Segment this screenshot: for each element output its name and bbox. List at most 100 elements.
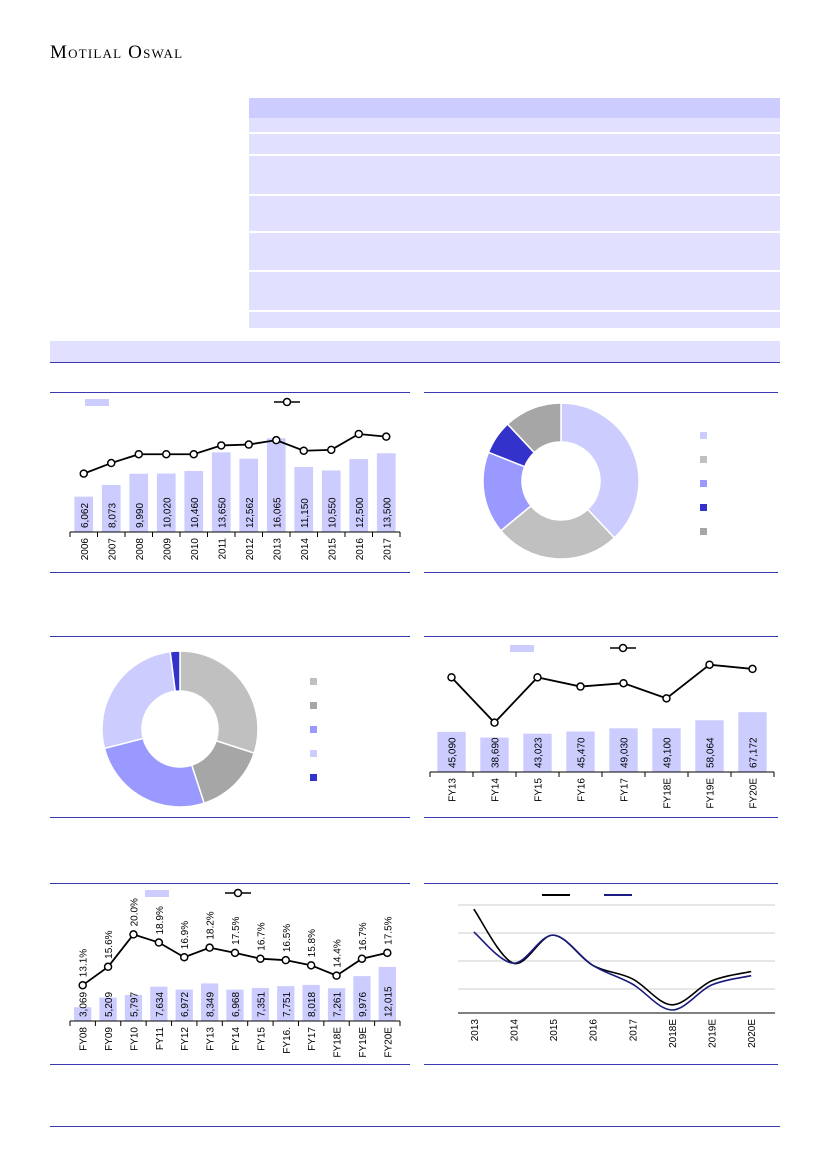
- line-point: [299, 446, 308, 455]
- legend-swatch: [310, 774, 317, 781]
- x-tick-label: FY12: [180, 1027, 191, 1051]
- bar-value-label: 12,500: [355, 497, 366, 528]
- bar-value-label: 7,634: [155, 992, 166, 1017]
- line-point: [490, 718, 499, 727]
- bar: [74, 496, 94, 532]
- x-tick-label: 2009: [162, 538, 173, 561]
- x-tick-label: 2013: [470, 1019, 481, 1042]
- line-point: [272, 435, 281, 445]
- line-value-label: 16.5%: [282, 924, 293, 952]
- x-tick-label: 2015: [549, 1019, 560, 1042]
- bar: [211, 452, 231, 532]
- x-tick-label: 2020E: [747, 1019, 758, 1048]
- bar: [566, 731, 595, 772]
- bar-value-label: 6,968: [231, 992, 242, 1017]
- x-tick-label: FY16.: [282, 1027, 293, 1054]
- x-tick-label: FY17: [307, 1027, 318, 1051]
- bar: [124, 994, 143, 1021]
- line-point: [705, 660, 714, 669]
- line-point: [354, 429, 363, 439]
- x-tick-label: 2014: [300, 538, 311, 561]
- x-tick-label: FY19E: [706, 778, 717, 809]
- bar: [327, 988, 346, 1021]
- bar: [437, 731, 466, 772]
- x-tick-label: FY11: [155, 1027, 166, 1051]
- bar: [251, 987, 270, 1021]
- bar-value-label: 45,470: [577, 737, 588, 768]
- line-point: [79, 469, 88, 478]
- x-tick-label: 2006: [80, 538, 91, 561]
- line-value-label: 16.7%: [358, 922, 369, 950]
- donut-slice: [101, 650, 177, 750]
- bar-value-label: 49,030: [620, 737, 631, 768]
- legend-bar-swatch: [85, 399, 109, 406]
- table-row: [249, 312, 780, 330]
- donut-slice: [179, 650, 259, 755]
- bar-value-label: 11,150: [300, 498, 311, 528]
- bar-value-label: 38,690: [491, 737, 502, 768]
- line-point: [383, 948, 392, 958]
- bar-value-label: 6,062: [80, 503, 91, 528]
- x-tick-label: 2011: [217, 538, 228, 560]
- bar: [239, 458, 259, 532]
- x-tick-label: FY18E: [663, 778, 674, 809]
- bar-value-label: 58,064: [706, 737, 717, 768]
- line-value-label: 18.2%: [206, 911, 217, 939]
- bar-value-label: 10,460: [190, 497, 201, 528]
- x-tick-label: 2017: [628, 1019, 639, 1042]
- bar-value-label: 5,209: [104, 992, 115, 1017]
- bar: [266, 438, 286, 532]
- x-tick-label: 2016: [355, 538, 366, 561]
- table-row: [249, 233, 780, 272]
- table-row: [249, 156, 780, 196]
- x-tick-label: FY20E: [749, 778, 760, 809]
- chart-bar-line-2006-2017: 6,062 8,073 9,990 10,020 10,460 13,650 12,562 1…: [69, 397, 401, 561]
- chart-donut-1: [482, 402, 707, 560]
- legend-swatch: [700, 504, 707, 511]
- line-point: [447, 673, 456, 682]
- bar-value-label: 5,797: [129, 992, 140, 1017]
- bar-value-label: 7,261: [333, 992, 344, 1017]
- table-row: [249, 196, 780, 233]
- line-point: [217, 441, 226, 450]
- series-line: [450, 663, 753, 724]
- x-tick-label: FY14: [231, 1027, 242, 1051]
- bar-value-label: 13,650: [217, 497, 228, 528]
- bar: [184, 470, 204, 532]
- x-tick-label: 2019E: [708, 1019, 719, 1048]
- line-point: [134, 449, 143, 459]
- bar: [349, 459, 369, 532]
- series-line: [83, 433, 387, 475]
- x-tick-label: FY08: [79, 1027, 90, 1051]
- x-tick-label: FY19E: [358, 1027, 369, 1058]
- bar: [150, 986, 168, 1021]
- legend-swatch: [700, 456, 707, 463]
- x-tick-label: FY09: [104, 1027, 115, 1051]
- line-point: [576, 682, 585, 691]
- bar-value-label: 6,972: [180, 992, 191, 1017]
- line-value-label: 18.9%: [155, 906, 166, 934]
- x-tick-label: FY18E: [333, 1027, 344, 1058]
- x-tick-label: 2018E: [668, 1019, 679, 1048]
- bar: [523, 733, 552, 772]
- bar: [156, 473, 176, 532]
- bar: [302, 984, 320, 1021]
- legend-line-marker: [233, 888, 243, 898]
- bar-value-label: 8,018: [307, 992, 318, 1017]
- bar: [378, 966, 396, 1021]
- panel-bar-line-fy08-fy20: 3,069 5,209 5,797 7,634 6,972 8,349 6,968 7,351…: [50, 883, 410, 1065]
- data-table: [249, 98, 780, 330]
- section-band: [50, 341, 780, 363]
- donut-slice: [506, 402, 562, 454]
- bar: [738, 712, 767, 772]
- bar: [376, 453, 396, 532]
- x-tick-label: FY13: [206, 1027, 217, 1051]
- bar: [74, 1007, 92, 1021]
- chart-donut-2: [101, 650, 317, 808]
- panel-line-2013-2020: 2013 2014 2015 2016 2017 2018E 2019E 2020E: [424, 883, 778, 1065]
- x-tick-label: FY16: [577, 778, 588, 802]
- legend-swatch: [310, 750, 317, 757]
- x-tick-label: FY20E: [383, 1027, 394, 1058]
- line-point: [129, 930, 138, 939]
- bar: [353, 976, 371, 1021]
